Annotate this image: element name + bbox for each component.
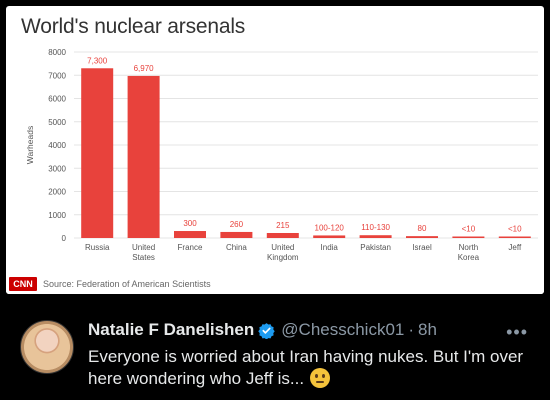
bar-united-states <box>127 75 160 238</box>
data-label: 80 <box>418 224 427 233</box>
tweet[interactable]: Natalie F Danelishen @Chesschick01 · 8h … <box>0 294 550 400</box>
category-label: Russia <box>85 243 110 252</box>
data-label: <10 <box>508 225 522 234</box>
source-text: Source: Federation of American Scientist… <box>43 279 211 289</box>
data-label: 300 <box>183 219 197 228</box>
thinking-face-emoji <box>310 368 331 388</box>
category-label: Kingdom <box>267 253 299 262</box>
data-label: 100-120 <box>315 223 345 232</box>
y-tick-label: 1000 <box>48 211 66 220</box>
more-icon[interactable]: ••• <box>506 322 528 342</box>
category-label: France <box>178 243 203 252</box>
bar-israel <box>406 236 438 238</box>
y-tick-label: 4000 <box>48 141 66 150</box>
y-tick-label: 8000 <box>48 48 66 57</box>
verified-icon <box>258 322 275 339</box>
category-label: Korea <box>458 253 480 262</box>
bar-india <box>313 235 346 238</box>
chart-card: World's nuclear arsenals 0 1000 2000 3000 40… <box>6 6 544 294</box>
data-label: 7,300 <box>87 56 108 65</box>
bar-chart: 0 1000 2000 3000 4000 5000 6000 7000 8000 Warhead… <box>25 48 538 262</box>
data-label: 215 <box>276 221 290 230</box>
display-name[interactable]: Natalie F Danelishen <box>88 320 255 339</box>
chart-title: World's nuclear arsenals <box>21 15 246 38</box>
tweet-text-content: Everyone is worried about Iran having nu… <box>88 347 524 388</box>
tweet-header: Natalie F Danelishen @Chesschick01 · 8h <box>88 320 437 340</box>
data-label: 110-130 <box>361 223 390 232</box>
separator: · <box>408 320 415 339</box>
data-label: 6,970 <box>134 64 155 73</box>
category-label: India <box>321 243 339 252</box>
handle[interactable]: @Chesschick01 <box>281 320 405 339</box>
bar-pakistan <box>359 235 392 238</box>
bar-jeff <box>498 236 531 238</box>
timestamp[interactable]: 8h <box>418 320 437 339</box>
tweet-text: Everyone is worried about Iran having nu… <box>88 346 528 390</box>
bar-united-kingdom <box>266 233 299 238</box>
cnn-logo: CNN <box>9 277 37 291</box>
category-label: United <box>271 243 294 252</box>
category-label: United <box>132 243 155 252</box>
category-label: Pakistan <box>360 243 391 252</box>
category-label: North <box>459 243 479 252</box>
y-axis-label: Warheads <box>25 126 35 164</box>
y-tick-label: 2000 <box>48 188 66 197</box>
y-tick-label: 5000 <box>48 118 66 127</box>
data-label: 260 <box>230 220 244 229</box>
y-tick-label: 7000 <box>48 71 66 80</box>
y-tick-label: 0 <box>62 234 67 243</box>
avatar[interactable] <box>20 320 74 374</box>
bar-north-korea <box>452 236 485 238</box>
bar-france <box>174 231 206 238</box>
bar-china <box>220 231 253 238</box>
category-label: Israel <box>412 243 432 252</box>
category-label: China <box>226 243 247 252</box>
category-label: Jeff <box>508 243 522 252</box>
bar-russia <box>81 68 114 239</box>
category-label: States <box>132 253 155 262</box>
source-bar: CNN Source: Federation of American Scien… <box>6 274 544 294</box>
y-tick-label: 6000 <box>48 95 66 104</box>
data-label: <10 <box>462 225 476 234</box>
y-tick-label: 3000 <box>48 164 66 173</box>
